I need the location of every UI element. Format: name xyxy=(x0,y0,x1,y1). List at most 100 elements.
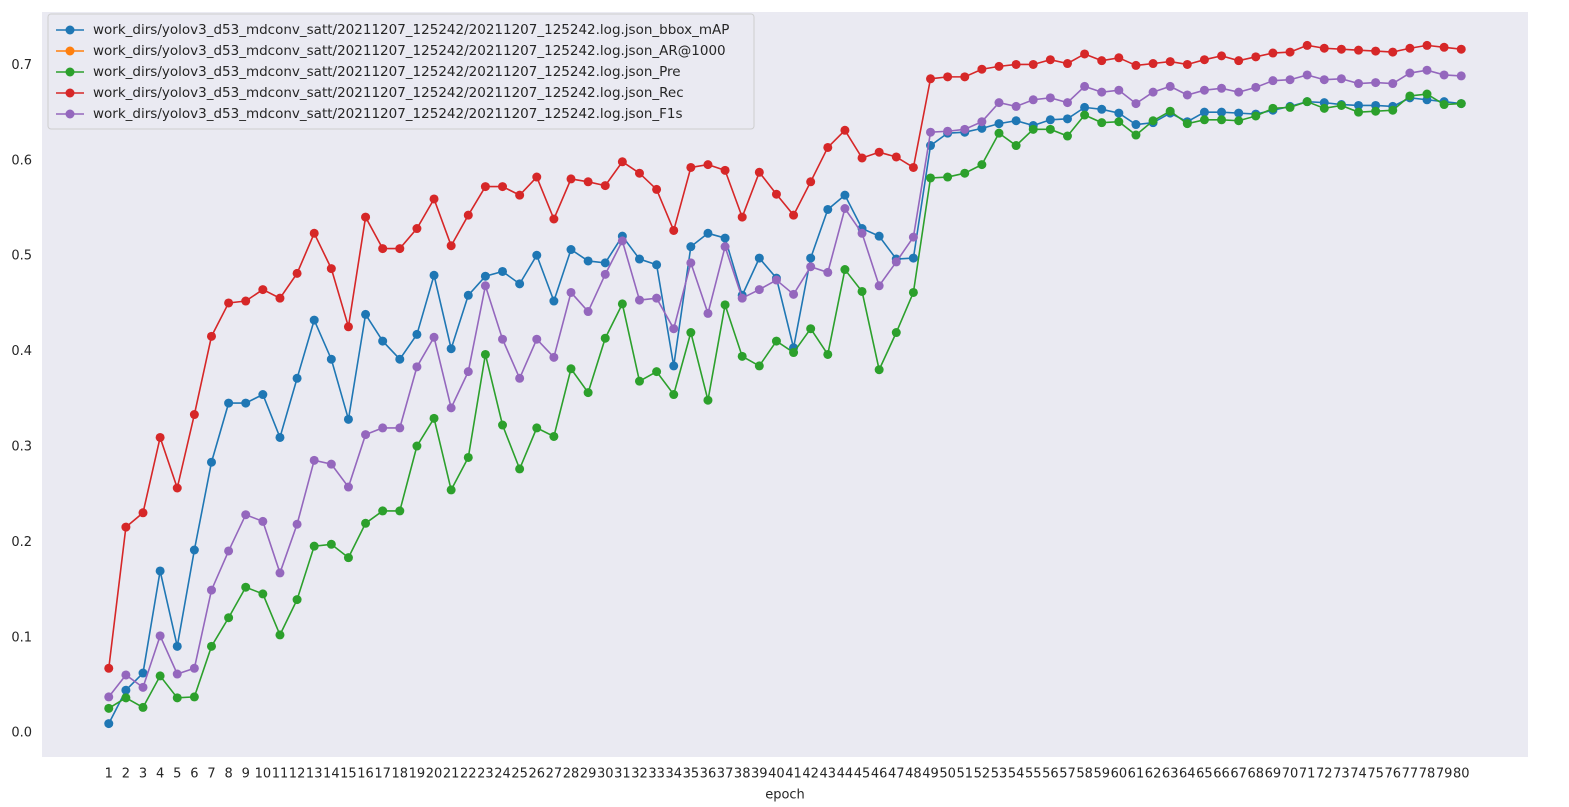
point xyxy=(515,373,525,383)
point xyxy=(926,173,936,183)
point xyxy=(1045,55,1055,65)
point xyxy=(840,125,850,135)
point xyxy=(224,298,234,308)
point xyxy=(1354,79,1364,89)
point xyxy=(960,124,970,134)
point xyxy=(823,349,833,359)
point xyxy=(155,671,165,681)
x-tick-label: 25 xyxy=(511,767,528,782)
point xyxy=(343,414,353,424)
x-tick-label: 40 xyxy=(768,767,785,782)
point xyxy=(395,354,405,364)
point xyxy=(121,670,131,680)
point xyxy=(1148,116,1158,126)
point xyxy=(378,336,388,346)
point xyxy=(104,663,114,673)
point xyxy=(583,177,593,187)
point xyxy=(806,177,816,187)
point xyxy=(737,351,747,361)
point xyxy=(463,452,473,462)
point xyxy=(1439,100,1449,110)
point xyxy=(1114,117,1124,127)
point xyxy=(908,162,918,172)
point xyxy=(258,589,268,599)
point xyxy=(806,324,816,334)
point xyxy=(1148,87,1158,97)
point xyxy=(1285,102,1295,112)
point xyxy=(1234,56,1244,66)
point xyxy=(1097,87,1107,97)
point xyxy=(361,518,371,528)
point xyxy=(155,432,165,442)
point xyxy=(1045,93,1055,103)
point xyxy=(1097,56,1107,66)
x-tick-label: 30 xyxy=(597,767,614,782)
point xyxy=(326,354,336,364)
point xyxy=(583,256,593,266)
point xyxy=(771,275,781,285)
point xyxy=(463,210,473,220)
point xyxy=(515,464,525,474)
x-tick-label: 51 xyxy=(956,767,973,782)
point xyxy=(806,262,816,272)
legend-marker xyxy=(65,88,75,98)
point xyxy=(943,126,953,136)
point xyxy=(241,582,251,592)
point xyxy=(1319,75,1329,85)
point xyxy=(1011,141,1021,151)
point xyxy=(1422,40,1432,50)
legend-marker xyxy=(65,67,75,77)
point xyxy=(977,64,987,74)
legend-box xyxy=(47,13,755,130)
point xyxy=(1456,71,1466,81)
point xyxy=(309,455,319,465)
point xyxy=(652,260,662,270)
point xyxy=(429,270,439,280)
point xyxy=(1011,116,1021,126)
point xyxy=(224,398,234,408)
point xyxy=(1251,82,1261,92)
point xyxy=(840,204,850,214)
x-tick-label: 73 xyxy=(1333,767,1350,782)
point xyxy=(104,703,114,713)
point xyxy=(566,364,576,374)
point xyxy=(1062,131,1072,141)
point xyxy=(172,483,182,493)
point xyxy=(429,332,439,342)
point xyxy=(189,663,199,673)
point xyxy=(1302,97,1312,107)
point xyxy=(395,423,405,433)
point xyxy=(823,204,833,214)
point xyxy=(634,295,644,305)
legend: work_dirs/yolov3_d53_mdconv_satt/2021120… xyxy=(47,13,755,130)
x-tick-label: 21 xyxy=(443,767,460,782)
point xyxy=(600,269,610,279)
x-tick-label: 79 xyxy=(1436,767,1453,782)
point xyxy=(549,296,559,306)
y-tick-label: 0.5 xyxy=(11,249,32,264)
point xyxy=(480,281,490,291)
point xyxy=(994,128,1004,138)
point xyxy=(361,309,371,319)
point xyxy=(1456,99,1466,109)
x-tick-label: 72 xyxy=(1316,767,1333,782)
point xyxy=(429,194,439,204)
point xyxy=(1114,108,1124,118)
point xyxy=(1131,120,1141,130)
point xyxy=(583,307,593,317)
x-tick-label: 15 xyxy=(340,767,357,782)
x-tick-label: 28 xyxy=(563,767,580,782)
point xyxy=(806,253,816,263)
x-tick-label: 68 xyxy=(1248,767,1265,782)
legend-label: work_dirs/yolov3_d53_mdconv_satt/2021120… xyxy=(93,22,729,38)
point xyxy=(1354,100,1364,110)
point xyxy=(104,719,114,729)
point xyxy=(155,566,165,576)
x-tick-label: 57 xyxy=(1059,767,1076,782)
x-tick-label: 74 xyxy=(1350,767,1367,782)
point xyxy=(1011,101,1021,111)
point xyxy=(1302,70,1312,80)
point xyxy=(874,281,884,291)
x-tick-label: 7 xyxy=(207,767,215,782)
point xyxy=(1439,42,1449,52)
